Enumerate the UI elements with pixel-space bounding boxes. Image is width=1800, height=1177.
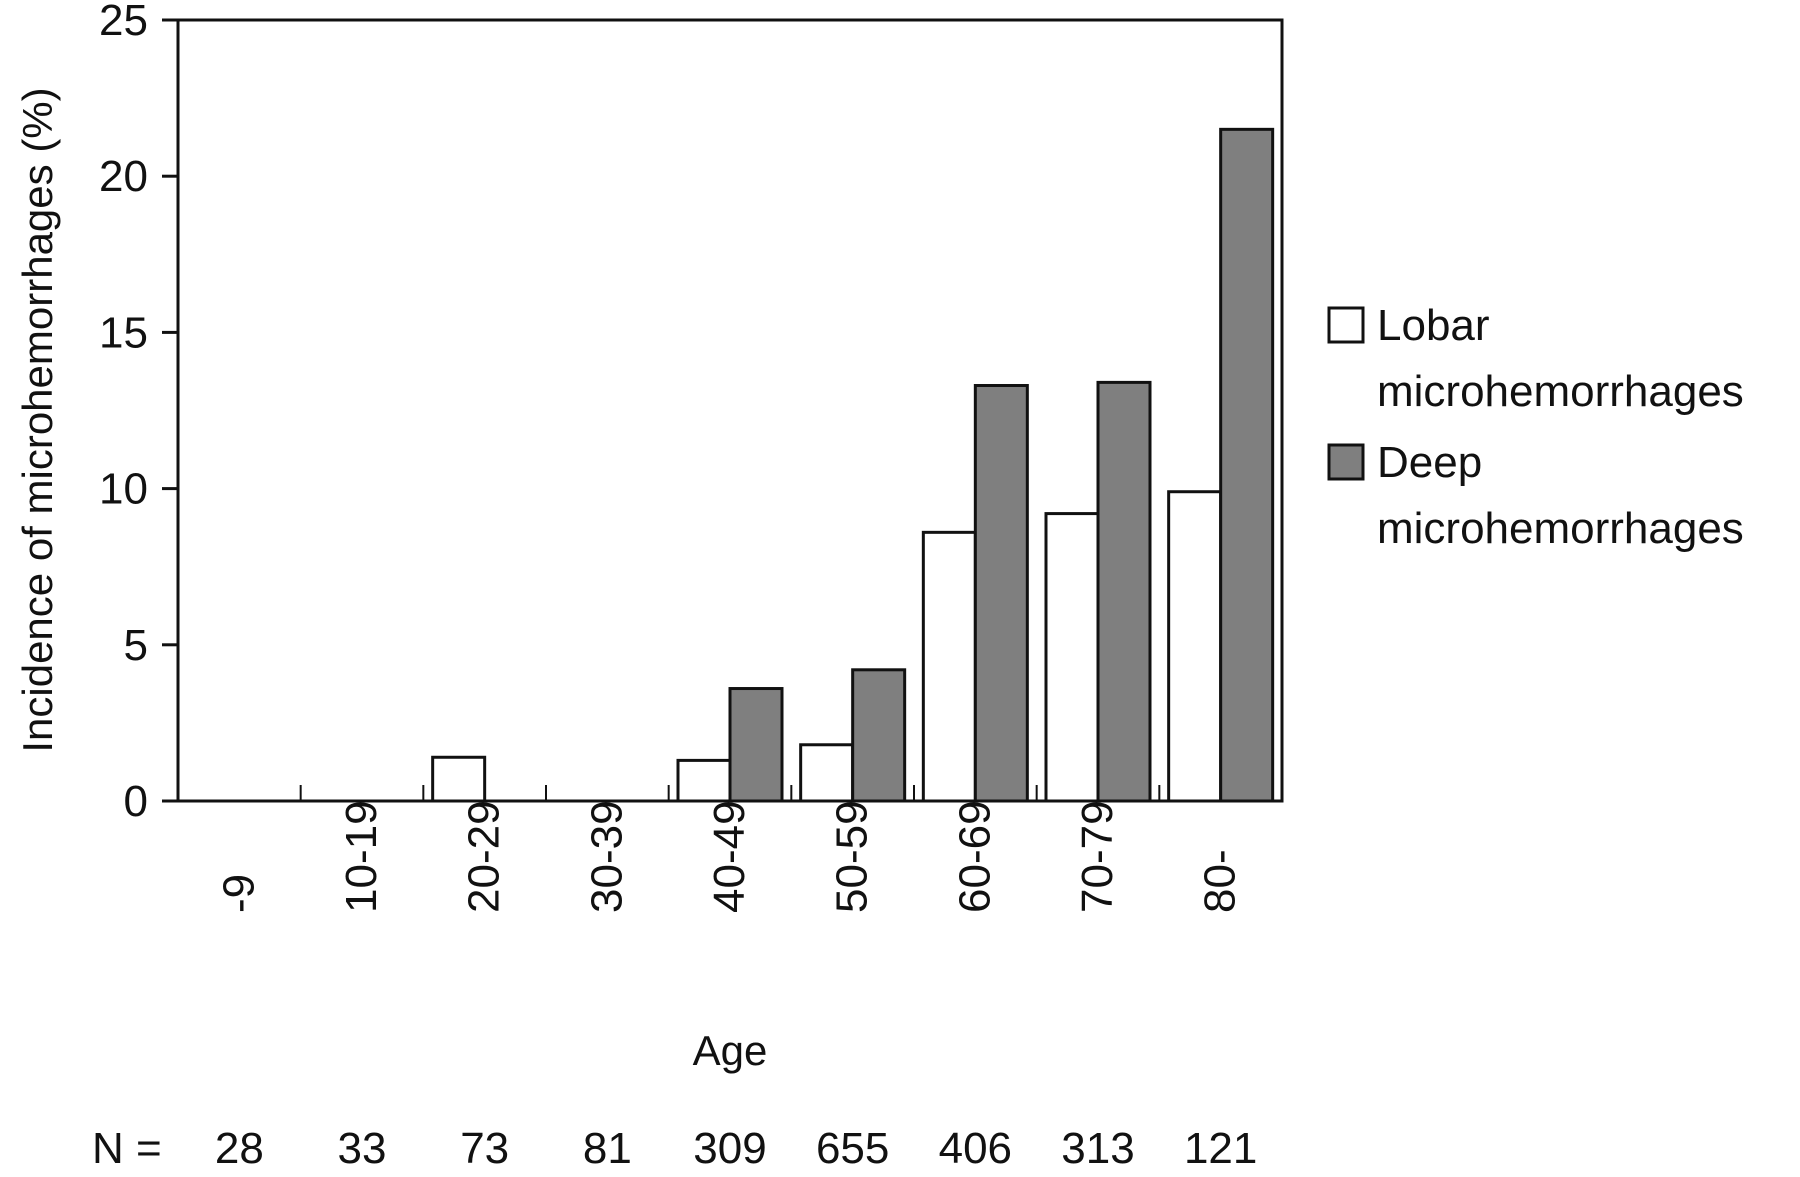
bar-deep [1096,380,1152,803]
n-value: 309 [693,1124,766,1173]
y-axis-title: Incidence of microhemorrhages (%) [14,87,61,752]
bar-deep [973,384,1029,803]
x-tick-label: 20-29 [460,800,509,913]
y-tick-label: 0 [124,777,148,826]
n-value: 73 [460,1124,509,1173]
n-value: 121 [1184,1124,1257,1173]
x-tick-label: 40-49 [705,800,754,913]
bar-deep [851,668,907,803]
n-value: 313 [1061,1124,1134,1173]
n-value: 655 [816,1124,889,1173]
legend: Lobar microhemorrhages Deep microhemorrh… [1327,301,1744,553]
y-tick-label: 10 [99,465,148,514]
n-value: 33 [338,1124,387,1173]
x-tick-label: 10-19 [337,800,386,913]
x-tick-label: 30-39 [582,800,631,913]
y-axis-ticks: 0 5 10 15 20 25 [99,0,178,826]
n-row-values: 28 33 73 81 309 655 406 313 121 [215,1124,1258,1173]
legend-swatch-deep [1327,443,1365,481]
legend-swatch-lobar [1327,306,1365,344]
bar-lobar [431,755,487,803]
bar-lobar [799,743,855,803]
n-value: 28 [215,1124,264,1173]
x-axis-tick-labels: -9 10-19 20-29 30-39 40-49 50-59 60-69 70-79 80- [214,800,1244,913]
plot-frame [176,18,1284,803]
n-row-label: N = [92,1124,162,1173]
y-tick-label: 25 [99,0,148,45]
x-tick-label: 70-79 [1073,800,1122,913]
bar-lobar [1044,512,1100,803]
n-value: 406 [939,1124,1012,1173]
y-tick-label: 5 [124,621,148,670]
bar-deep [1219,127,1275,803]
y-tick-label: 15 [99,308,148,357]
x-tick-label: 80- [1196,849,1245,913]
bars [431,127,1275,803]
n-value: 81 [583,1124,632,1173]
x-tick-label: 50-59 [828,800,877,913]
x-tick-label: 60-69 [950,800,999,913]
bar-lobar [1167,490,1223,803]
bar-lobar [921,530,977,803]
x-axis-title: Age [693,1027,768,1074]
x-tick-label: -9 [214,874,263,913]
bar-lobar [676,758,732,803]
y-tick-label: 20 [99,152,148,201]
legend-label-deep-line2: microhemorrhages [1377,504,1744,553]
x-axis-ticks [299,785,1161,801]
legend-label-lobar-line2: microhemorrhages [1377,367,1744,416]
legend-label-deep-line1: Deep [1377,438,1482,487]
legend-label-lobar-line1: Lobar [1377,301,1490,350]
bar-deep [728,687,784,803]
